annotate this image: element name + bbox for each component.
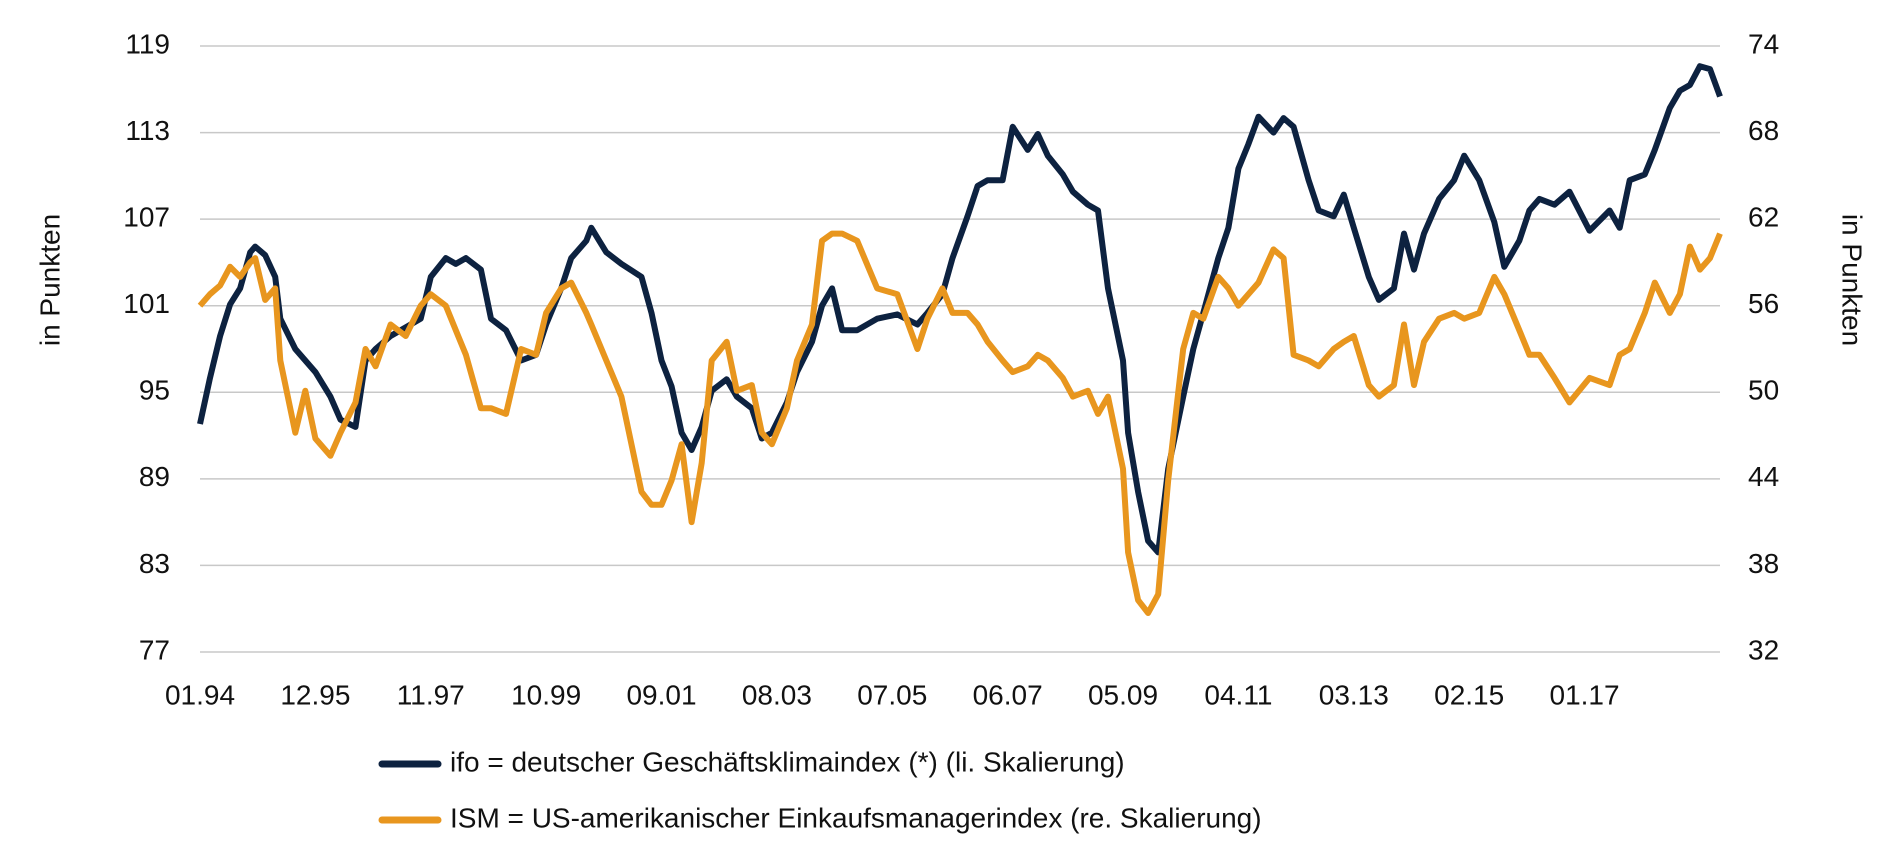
x-tick-label: 05.09 <box>1088 679 1158 710</box>
y-tick-label: 83 <box>139 548 170 579</box>
y2-axis-title: in Punkten <box>1837 214 1868 346</box>
x-tick-label: 12.95 <box>280 679 350 710</box>
x-tick-label: 04.11 <box>1204 679 1272 710</box>
y-tick-label: 107 <box>123 202 170 233</box>
x-tick-label: 11.97 <box>397 679 465 710</box>
series-line <box>197 230 1723 616</box>
y-tick-label: 119 <box>125 28 170 59</box>
y2-tick-label: 56 <box>1748 288 1779 319</box>
y-axis-title: in Punkten <box>34 214 65 346</box>
x-tick-label: 09.01 <box>626 679 696 710</box>
y-tick-label: 101 <box>123 288 170 319</box>
y-tick-label: 77 <box>139 634 170 665</box>
y2-tick-label: 44 <box>1748 461 1779 492</box>
x-tick-label: 02.15 <box>1434 679 1504 710</box>
y-tick-label: 95 <box>139 375 170 406</box>
y2-tick-label: 32 <box>1748 634 1779 665</box>
x-tick-label: 01.94 <box>165 679 235 710</box>
x-tick-label: 07.05 <box>857 679 927 710</box>
legend-label: ifo = deutscher Geschäftsklimaindex (*) … <box>450 746 1125 777</box>
x-tick-label: 01.17 <box>1550 679 1620 710</box>
x-tick-label: 06.07 <box>973 679 1043 710</box>
x-tick-label: 10.99 <box>511 679 581 710</box>
x-tick-label: 03.13 <box>1319 679 1389 710</box>
y-tick-label: 113 <box>125 115 170 146</box>
y2-tick-label: 38 <box>1748 548 1779 579</box>
y2-tick-label: 74 <box>1748 28 1779 59</box>
x-tick-label: 08.03 <box>742 679 812 710</box>
y2-tick-label: 50 <box>1748 375 1779 406</box>
y2-tick-label: 68 <box>1748 115 1779 146</box>
series-line <box>197 63 1723 556</box>
y2-tick-label: 62 <box>1748 202 1779 233</box>
legend-label: ISM = US-amerikanischer Einkaufsmanageri… <box>450 802 1262 833</box>
y-tick-label: 89 <box>139 461 170 492</box>
